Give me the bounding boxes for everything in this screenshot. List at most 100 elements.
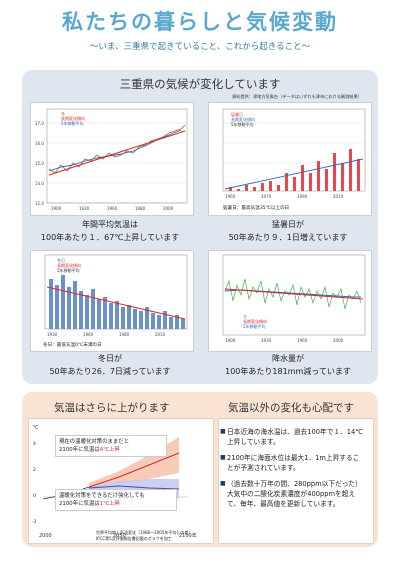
legend-moving-average: 5年移動平均 <box>243 323 266 329</box>
y-tick-labels: 4 2 0 -2 <box>32 441 37 525</box>
temperature-caption-line1: 年間平均気温は <box>82 220 138 229</box>
svg-text:4: 4 <box>33 441 36 447</box>
temperature-chart-svg: 17.0 16.0 15.0 14.0 12.0 1900 1930 1960 1980 200… <box>35 108 188 211</box>
legend-frost-days: 冬日 <box>57 257 65 263</box>
x-tick-labels: 1960 1970 1990 2010 <box>225 194 344 199</box>
svg-text:0: 0 <box>33 493 36 499</box>
precipitation-caption-line1: 降水量が <box>272 354 304 363</box>
low-scenario-line2: 2100年に気温は <box>59 501 100 507</box>
hot-days-chart-svg: 1960 1970 1990 2010 猛暑日 長期変化傾向 5年移動平均 猛暑日：最… <box>222 108 366 211</box>
precipitation-chart-svg: 1900 1930 1960 2000 年 長期変化傾向 5年移動平均 <box>222 254 366 343</box>
high-scenario-label: 現在の温暖化対策のままだと 2100年に気温は4℃上昇 <box>55 435 167 457</box>
svg-text:2: 2 <box>33 467 36 473</box>
temperature-chart: 17.0 16.0 15.0 14.0 12.0 1900 1930 1960 1980 200… <box>30 102 194 216</box>
svg-text:1930: 1930 <box>261 338 272 343</box>
svg-text:1930: 1930 <box>47 332 58 337</box>
low-scenario-line1: 温暖化対策をできるだけ強化しても <box>59 493 145 499</box>
trend-line <box>224 288 364 300</box>
legend-trend: 長期変化傾向 <box>57 262 81 268</box>
page-title: 私たちの暮らしと気候変動 <box>62 10 338 34</box>
hot-days-caption-line1: 猛暑日が <box>272 220 304 229</box>
legend-moving-average: 5年移動平均 <box>57 267 80 273</box>
svg-text:2000: 2000 <box>163 206 174 211</box>
svg-text:2010: 2010 <box>333 194 344 199</box>
future-heading: 気温はさらに上がります <box>54 402 170 414</box>
legend-moving-average: 5年移動平均 <box>231 121 254 127</box>
data-source-note: 資料提供：津地方気象台（データはいずれも津市における観測結果） <box>232 94 362 99</box>
svg-text:1900: 1900 <box>51 206 62 211</box>
trend-line <box>46 286 186 320</box>
plot-area <box>46 108 188 204</box>
temperature-caption-line2: 100年あたり１．67℃上昇しています <box>40 233 180 242</box>
high-scenario-line2: 2100年に気温は <box>59 447 100 453</box>
frost-days-caption: 冬日が 50年あたり26．7日減っています <box>26 352 194 378</box>
y-tick-labels: 17.0 16.0 15.0 14.0 12.0 <box>35 121 44 206</box>
svg-text:15.0: 15.0 <box>35 161 44 166</box>
precipitation-chart: 1900 1930 1960 2000 年 長期変化傾向 5年移動平均 <box>208 250 372 352</box>
page-subtitle: 〜いま、三重県で起きていること、これから起きること〜 <box>89 42 311 52</box>
svg-text:1990: 1990 <box>297 194 308 199</box>
panel-heading: 三重県の気候が変化しています <box>119 77 281 91</box>
x-tick-labels: 2000 2050 2100年 <box>39 532 197 539</box>
frost-days-chart-svg: 1930 1960 1980 2010 冬日 長期変化傾向 5年移動平均 冬日：最低気… <box>43 254 188 348</box>
low-emission-line <box>88 485 180 490</box>
precipitation-caption-line2: 100年あたり181mm減っています <box>225 367 351 376</box>
high-scenario-value: 4℃上昇 <box>99 447 120 453</box>
svg-text:2010: 2010 <box>155 332 166 337</box>
sea-temperature-bullet: 日本近海の海水温は、過去100年で１．14℃上昇しています。 <box>220 427 365 447</box>
x-tick-labels: 1900 1930 1960 2000 <box>225 338 344 343</box>
sea-level-bullet: 2100年に海面水位は最大1．1m上昇することが予測されています。 <box>220 453 365 473</box>
other-changes-box: 日本近海の海水温は、過去100年で１．14℃上昇しています。 2100年に海面水… <box>218 418 374 544</box>
svg-text:2000: 2000 <box>39 533 52 539</box>
svg-text:1980: 1980 <box>135 206 146 211</box>
plot-area <box>222 254 366 336</box>
svg-text:1980: 1980 <box>119 332 130 337</box>
svg-text:-2: -2 <box>32 519 37 525</box>
legend-trend: 長期変化傾向 <box>61 115 85 121</box>
frost-days-chart: 1930 1960 1980 2010 冬日 長期変化傾向 5年移動平均 冬日：最低気… <box>30 250 194 352</box>
frost-days-definition: 冬日：最低気温0℃未満の日 <box>43 341 102 348</box>
hot-days-caption-line2: 50年あたり９．1日増えています <box>228 233 348 242</box>
legend-hot-days: 猛暑日 <box>231 111 243 117</box>
svg-text:1960: 1960 <box>297 338 308 343</box>
svg-text:1900: 1900 <box>225 338 236 343</box>
frost-days-caption-line1: 冬日が <box>98 354 122 363</box>
y-unit-label: ℃ <box>33 425 39 431</box>
trend-line <box>224 158 364 190</box>
low-scenario-label: 温暖化対策をできるだけ強化しても 2100年に気温は1℃上昇 <box>55 489 177 511</box>
high-emission-line <box>88 452 180 488</box>
legend-annual: 年 <box>61 110 65 116</box>
hot-days-caption: 猛暑日が 50年あたり９．1日増えています <box>204 218 372 244</box>
legend-annual: 年 <box>243 313 247 319</box>
other-changes-heading: 気温以外の変化も心配です <box>228 402 354 414</box>
high-emission-band <box>89 437 179 489</box>
projection-source-1: 世界平均地上気温変化（1986〜2005年平均との差） <box>96 530 193 535</box>
hot-days-chart: 1960 1970 1990 2010 猛暑日 長期変化傾向 5年移動平均 猛暑日：最… <box>208 102 372 216</box>
annual-line <box>224 278 362 310</box>
hot-day-bars <box>229 149 360 191</box>
x-tick-labels: 1930 1960 1980 2010 <box>47 332 166 337</box>
temperature-caption: 年間平均気温は 100年あたり１．67℃上昇しています <box>26 218 194 244</box>
projection-source-2: IPCC第5次評価報告書記載のグラフを加工 <box>96 536 172 541</box>
svg-text:14.0: 14.0 <box>35 181 44 186</box>
future-panel: 気温はさらに上がります 気温以外の変化も心配です ℃ 4 2 0 -2 2000 20… <box>22 392 378 547</box>
legend-moving-average: 5年移動平均 <box>61 120 84 126</box>
svg-text:17.0: 17.0 <box>35 121 44 126</box>
frost-day-bars <box>49 275 185 329</box>
trend-line <box>48 130 186 176</box>
x-tick-labels: 1900 1930 1960 1980 2000 <box>51 206 174 211</box>
svg-text:1960: 1960 <box>225 194 236 199</box>
svg-text:1930: 1930 <box>79 206 90 211</box>
observation-panel: 三重県の気候が変化しています 資料提供：津地方気象台（データはいずれも津市におけ… <box>22 70 378 384</box>
legend-trend: 長期変化傾向 <box>231 116 255 122</box>
frost-days-caption-line2: 50年あたり26．7日減っています <box>49 367 171 376</box>
moving-average-line <box>48 129 182 172</box>
co2-bullet: （過去数十万年の間、280ppm以下だった）大気中の二酸化炭素濃度が400ppm… <box>220 479 365 509</box>
annual-line <box>48 124 186 174</box>
svg-text:1960: 1960 <box>83 332 94 337</box>
low-scenario-value: 1℃上昇 <box>99 501 120 507</box>
svg-text:16.0: 16.0 <box>35 141 44 146</box>
svg-text:12.0: 12.0 <box>35 201 44 206</box>
svg-text:1970: 1970 <box>261 194 272 199</box>
legend-trend: 長期変化傾向 <box>243 318 267 324</box>
